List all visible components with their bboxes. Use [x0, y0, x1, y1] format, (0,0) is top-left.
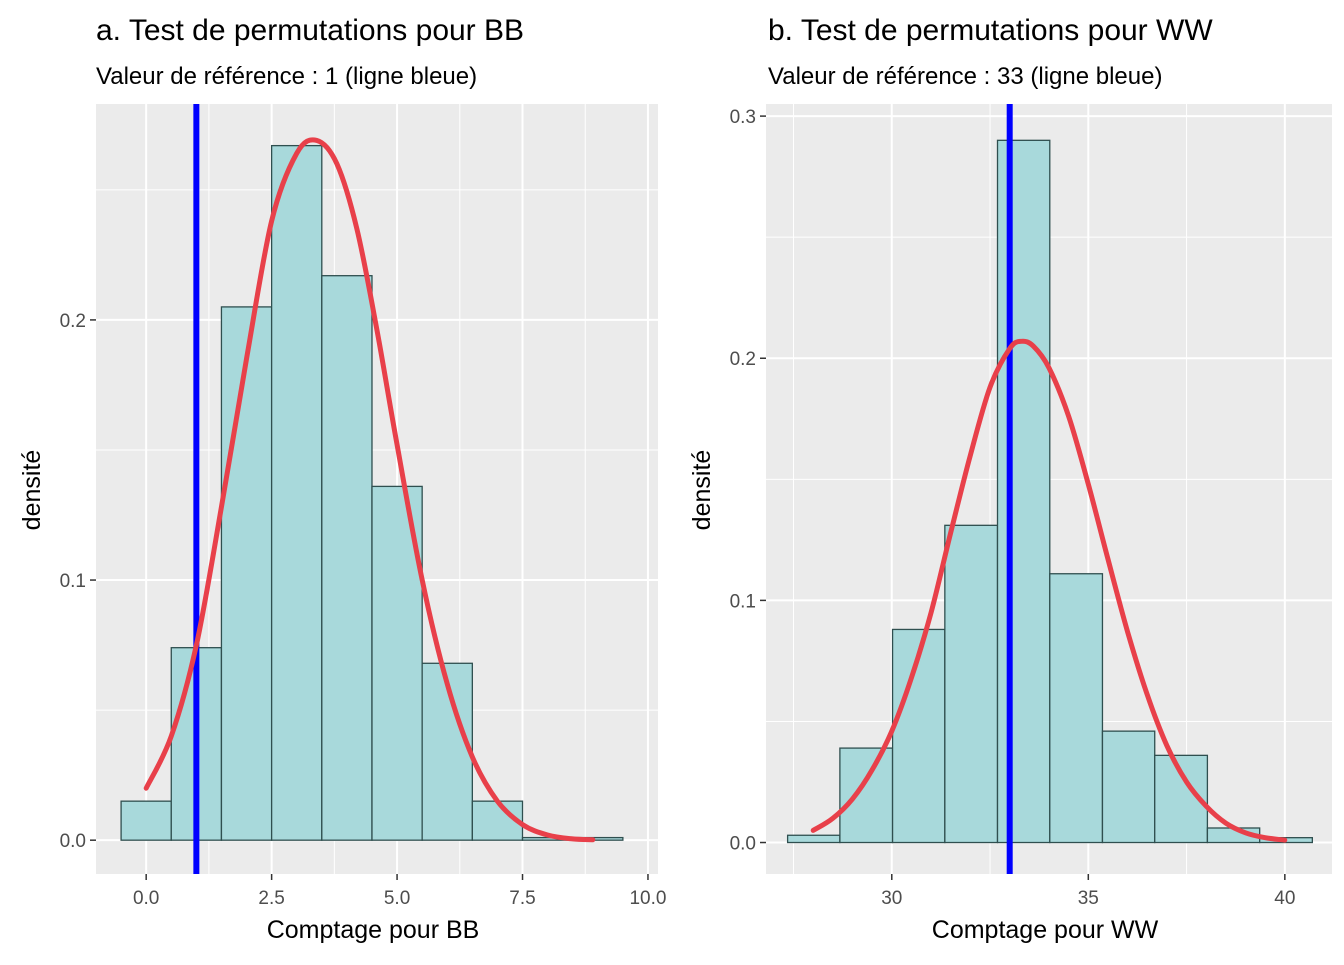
chart-b-density-curve [810, 338, 1288, 843]
chart-a-x-tick-label: 7.5 [509, 888, 535, 909]
chart-a-x-tick-label: 10.0 [629, 888, 666, 909]
chart-b-x-tick-label: 30 [881, 888, 902, 909]
chart-a-histogram-bar-3 [270, 144, 323, 841]
chart-b-histogram-bar-4 [996, 139, 1051, 844]
chart-b-histogram-bar-3 [944, 524, 999, 844]
chart-a-x-tick-label: 0.0 [133, 888, 159, 909]
chart-panel-b: b. Test de permutations pour WW Valeur d… [688, 14, 1332, 944]
chart-b-x-tick-label: 35 [1078, 888, 1099, 909]
chart-a-y-tick-label: 0.1 [60, 571, 86, 592]
chart-a-plot-area [96, 104, 658, 874]
chart-b-histogram-bar-1 [839, 747, 894, 844]
chart-b-plot-area [766, 104, 1332, 874]
chart-b-title: b. Test de permutations pour WW [768, 14, 1213, 47]
chart-b-y-tick-label: 0.0 [730, 834, 756, 855]
chart-a-histogram-bar-2 [220, 306, 273, 841]
chart-a-y-tick-label: 0.0 [60, 831, 86, 852]
chart-a-title: a. Test de permutations pour BB [96, 14, 524, 47]
chart-a-histogram-bar-4 [321, 275, 373, 841]
chart-b-histogram-bar-0 [786, 834, 841, 844]
chart-a-subtitle: Valeur de référence : 1 (ligne bleue) [96, 63, 477, 90]
chart-a-x-axis-label: Comptage pour BB [267, 916, 480, 944]
chart-b-y-tick-label: 0.1 [730, 591, 756, 612]
chart-b-y-tick-label: 0.2 [730, 349, 756, 370]
chart-b-histogram-bar-6 [1101, 730, 1156, 844]
chart-a-density-curve [143, 137, 596, 843]
chart-a-histogram-bar-0 [120, 800, 172, 841]
chart-a-y-tick-label: 0.2 [60, 311, 86, 332]
chart-a-x-tick-label: 5.0 [384, 888, 410, 909]
chart-b-histogram-bar-2 [891, 628, 946, 844]
chart-b-x-tick-label: 40 [1274, 888, 1295, 909]
chart-b-y-axis-label: densité [688, 450, 716, 531]
chart-a-y-axis-label: densité [18, 450, 46, 531]
chart-b-x-axis-label: Comptage pour WW [932, 916, 1159, 944]
chart-panel-a: a. Test de permutations pour BB Valeur d… [18, 14, 666, 944]
chart-b-histogram-bar-5 [1049, 573, 1104, 844]
chart-a-x-tick-label: 2.5 [258, 888, 284, 909]
chart-b-y-tick-label: 0.3 [730, 107, 756, 128]
chart-b-subtitle: Valeur de référence : 33 (ligne bleue) [768, 63, 1162, 90]
